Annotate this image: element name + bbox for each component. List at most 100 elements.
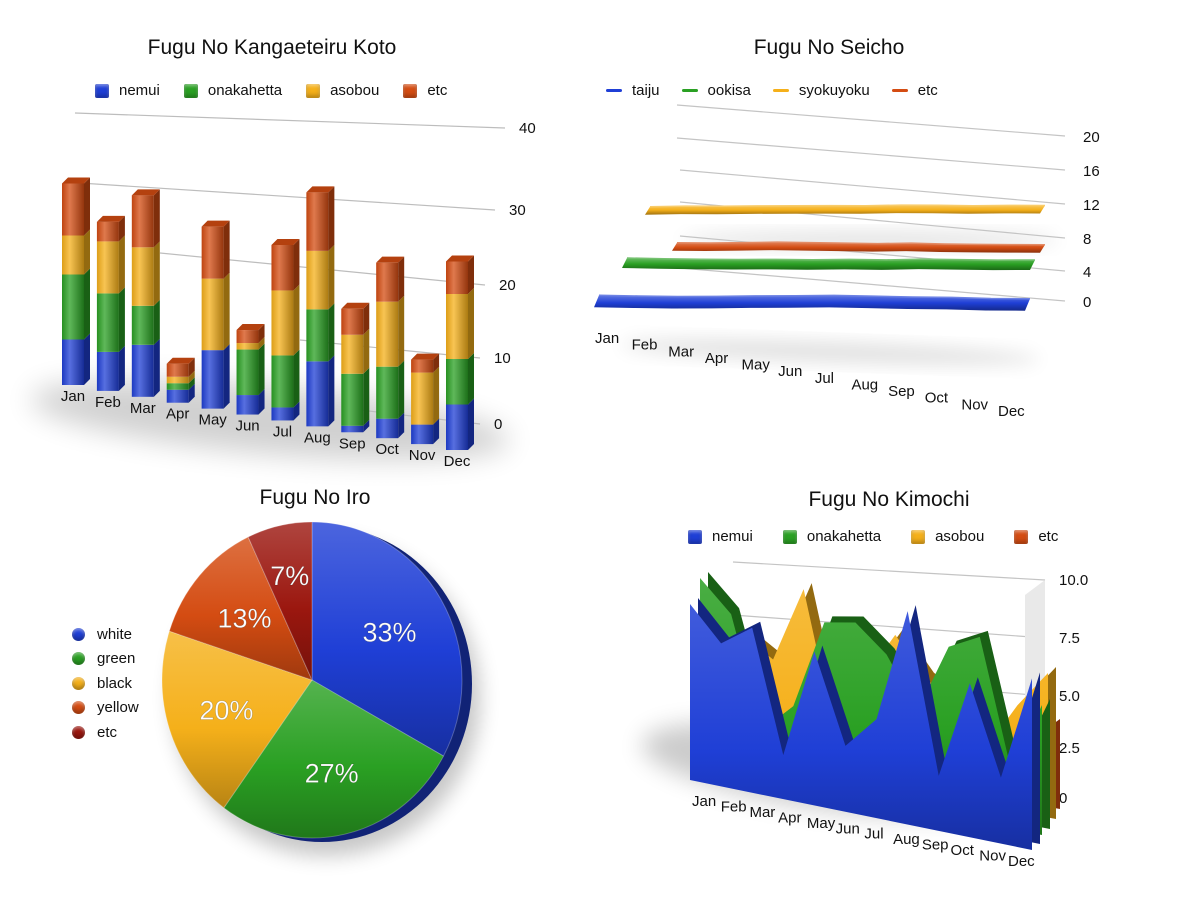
legend-swatch xyxy=(688,529,702,544)
legend-swatch xyxy=(72,652,85,666)
x-tick-label: Nov xyxy=(409,447,436,464)
bar-side xyxy=(84,333,90,385)
x-tick-label: Dec xyxy=(444,453,471,470)
bar-segment xyxy=(62,274,84,340)
legend-swatch xyxy=(891,89,908,92)
bar-segment xyxy=(166,363,189,377)
y-tick-label: 0 xyxy=(1059,790,1067,807)
bar-side xyxy=(468,353,474,405)
bar-segment xyxy=(166,376,189,384)
x-tick-label: Mar xyxy=(749,804,775,821)
bar-top xyxy=(131,189,160,196)
x-tick-label: Jan xyxy=(595,330,619,347)
bar-side xyxy=(293,238,300,291)
legend-label: nemui xyxy=(712,528,753,545)
bar-segment xyxy=(271,355,294,408)
legend-swatch xyxy=(681,89,698,92)
pie-value-label: 13% xyxy=(217,603,271,633)
x-tick-label: Aug xyxy=(893,831,920,848)
x-tick-label: Jun xyxy=(235,418,259,435)
y-tick-label: 20 xyxy=(499,277,516,294)
pie-slice-white xyxy=(311,521,463,757)
legend-swatch xyxy=(95,83,109,98)
bar-segment xyxy=(376,262,399,302)
bar-segment xyxy=(341,308,364,335)
bar-segment xyxy=(166,383,189,390)
bar-segment xyxy=(446,294,468,359)
bar-side xyxy=(293,349,300,408)
bar-side xyxy=(468,255,474,294)
line-highlight xyxy=(649,204,1046,208)
x-tick-label: May xyxy=(742,357,771,374)
bar-side xyxy=(118,345,125,391)
bar-segment xyxy=(376,301,399,367)
legend-item: asobou xyxy=(911,528,984,545)
legend-label: green xyxy=(97,650,136,668)
legend-item: etc xyxy=(891,82,938,99)
x-tick-label: Mar xyxy=(130,400,156,417)
x-tick-label: Jul xyxy=(273,423,292,440)
legend-item: asobou xyxy=(306,82,379,99)
pie-value-label: 33% xyxy=(362,618,416,648)
bar-side xyxy=(84,268,90,340)
bar-side xyxy=(433,366,440,425)
y-tick-label: 30 xyxy=(509,202,526,219)
bar-segment xyxy=(411,372,434,425)
bar-side xyxy=(398,360,405,419)
x-tick-label: Dec xyxy=(998,403,1025,420)
bar-side xyxy=(328,244,335,310)
x-tick-label: Dec xyxy=(1008,853,1035,870)
x-tick-label: Jun xyxy=(836,820,860,837)
x-tick-label: Oct xyxy=(376,441,400,458)
bar-chart-plot: 40 30 20 10 0 Jan Feb Mar Apr May Jun Jul Aug Sep Oct N… xyxy=(30,112,536,470)
x-tick-label: May xyxy=(198,412,227,429)
bar-side xyxy=(188,370,195,384)
bar-segment xyxy=(446,261,468,294)
line-floor-shadow xyxy=(620,339,1040,365)
y-tick-label: 20 xyxy=(1083,129,1100,146)
x-tick-label: Apr xyxy=(778,809,801,826)
legend-label: nemui xyxy=(119,82,160,99)
bar-side xyxy=(153,299,160,345)
pie-slice-yellow xyxy=(168,536,313,681)
bar-side xyxy=(433,353,440,373)
bar-side xyxy=(293,401,300,421)
line-series-ookisa xyxy=(622,258,1035,271)
x-tick-label: Jul xyxy=(864,826,883,843)
x-tick-label: Mar xyxy=(668,343,694,360)
line-highlight xyxy=(598,294,1031,300)
bar-segment xyxy=(341,334,364,374)
bar-segment xyxy=(376,418,399,439)
legend-item: etc xyxy=(403,82,447,99)
legend-swatch xyxy=(782,529,797,544)
bar-segment xyxy=(236,343,259,350)
bar-floor-shadow xyxy=(30,380,510,460)
gridline xyxy=(74,112,506,129)
line-chart-plot: 20 16 12 8 4 0 Jan Feb Mar Apr May Jun Jul Aug Sep Oct N… xyxy=(594,104,1100,420)
area-series-nemui xyxy=(690,604,1032,850)
chart-title: Fugu No Kimochi xyxy=(808,488,970,511)
x-tick-label: Nov xyxy=(961,396,988,413)
legend-label: asobou xyxy=(330,82,380,99)
bar-segment xyxy=(201,226,224,279)
bar-side xyxy=(223,220,230,279)
bar-side xyxy=(363,419,370,433)
legend-item: white xyxy=(72,622,139,647)
x-tick-label: Jan xyxy=(61,388,85,405)
bar-segment xyxy=(62,183,84,236)
bar-side xyxy=(223,272,230,351)
bar-segment xyxy=(306,309,329,362)
legend-swatch xyxy=(72,627,85,641)
gridline xyxy=(79,182,496,211)
x-tick-label: Sep xyxy=(922,837,949,854)
x-tick-label: Aug xyxy=(304,429,331,446)
bar-segment xyxy=(62,235,84,275)
bar-side xyxy=(433,418,440,445)
bar-side xyxy=(328,303,335,362)
line-series-etc xyxy=(672,242,1045,253)
legend-swatch xyxy=(1014,529,1029,544)
y-tick-label: 0 xyxy=(494,416,502,433)
bar-segment xyxy=(236,395,259,415)
legend-label: asobou xyxy=(935,528,985,545)
y-tick-label: 0 xyxy=(1083,294,1091,311)
